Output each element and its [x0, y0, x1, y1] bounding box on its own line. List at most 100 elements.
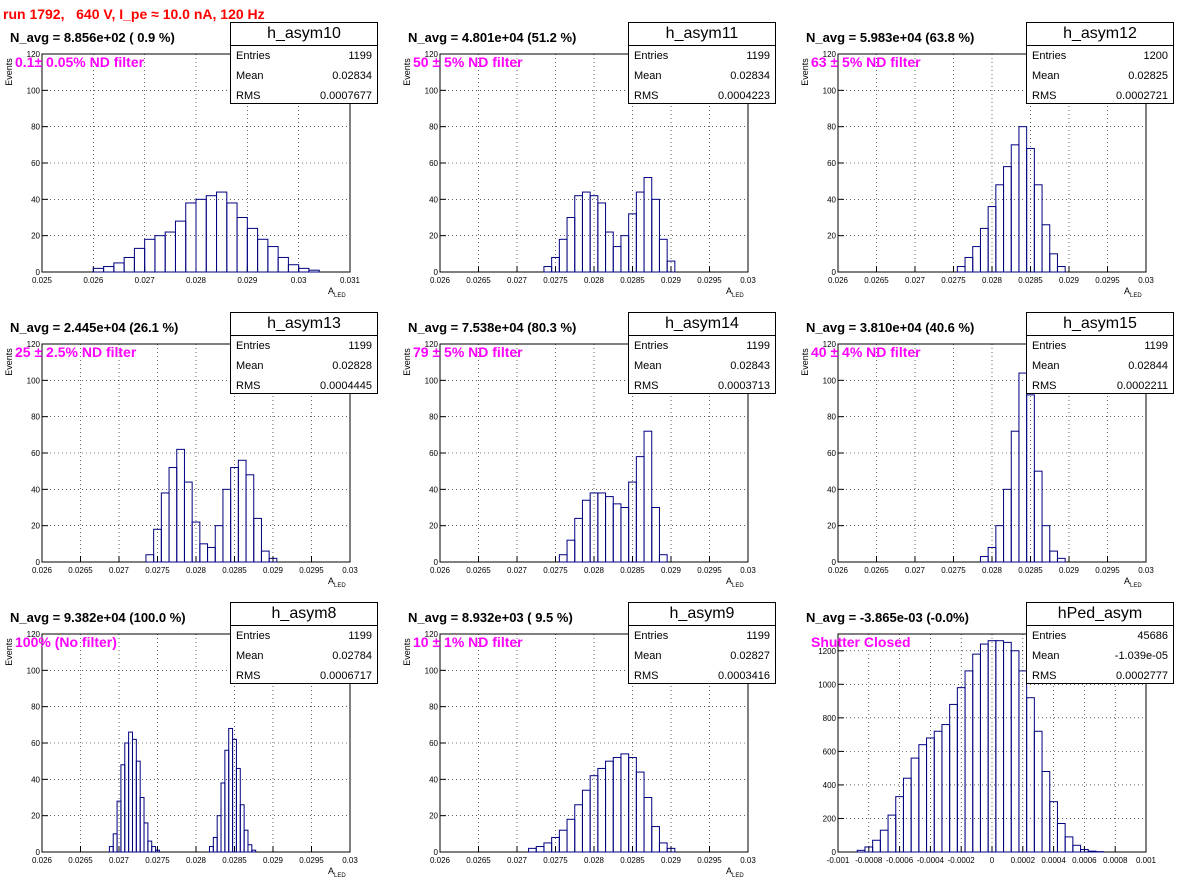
histogram-name: h_asym13 — [231, 313, 377, 336]
x-tick-label: 0.0285 — [620, 856, 645, 865]
y-tick-label: 80 — [31, 703, 40, 712]
histogram-bin — [980, 644, 988, 852]
histogram-bin — [109, 847, 113, 852]
stats-entries-label: Entries — [236, 46, 270, 66]
histogram-bin — [606, 761, 614, 852]
histogram-bin — [536, 847, 544, 852]
x-tick-label: 0.03 — [740, 566, 756, 575]
histogram-bin — [590, 776, 598, 852]
histogram-bin — [184, 482, 192, 562]
x-tick-label: 0.028 — [584, 856, 605, 865]
histogram-name: h_asym9 — [629, 603, 775, 626]
histogram-bin — [1019, 373, 1027, 562]
stats-entries-value: 1199 — [348, 46, 372, 66]
histogram-bin — [567, 540, 575, 562]
histogram-bin — [659, 239, 667, 272]
navg-label: N_avg = 5.983e+04 (63.8 %) — [806, 30, 974, 45]
y-tick-label: 20 — [827, 232, 836, 241]
stats-rms-value: 0.0004445 — [320, 376, 372, 396]
stats-rms-value: 0.0003416 — [718, 666, 770, 686]
x-axis-label: ALED — [328, 576, 346, 589]
histogram-bin — [903, 778, 911, 852]
y-tick-label: 60 — [827, 449, 836, 458]
stats-rms-label: RMS — [236, 86, 260, 106]
y-tick-label: 40 — [827, 485, 836, 494]
histogram-bin — [140, 798, 144, 853]
histogram-bin — [146, 555, 154, 562]
stats-mean-label: Mean — [236, 66, 264, 86]
histogram-name: h_asym10 — [231, 23, 377, 46]
x-tick-label: 0.027 — [507, 566, 528, 575]
x-axis-label: ALED — [726, 286, 744, 299]
histogram-bin — [231, 468, 239, 562]
histogram-bin — [93, 268, 103, 272]
x-tick-label: 0.026 — [828, 566, 849, 575]
histogram-bin — [857, 850, 865, 852]
stats-mean-row: Mean-1.039e-05 — [1027, 646, 1173, 666]
stats-entries-label: Entries — [1032, 626, 1066, 646]
x-tick-label: 0.026 — [430, 276, 451, 285]
histogram-bin — [104, 267, 114, 272]
histogram-bin — [113, 834, 117, 852]
x-tick-label: 0.0275 — [941, 566, 966, 575]
y-tick-label: 0 — [434, 848, 439, 857]
histogram-bin — [252, 850, 256, 852]
y-tick-label: 40 — [31, 485, 40, 494]
x-tick-label: 0.029 — [661, 856, 682, 865]
histogram-bin — [942, 725, 950, 852]
histogram-bin — [873, 840, 881, 852]
histogram-bin — [165, 232, 175, 272]
histogram-bin — [1057, 823, 1065, 852]
filter-label: 100% (No filter) — [15, 634, 117, 650]
x-tick-label: 0.0002 — [1011, 856, 1036, 865]
filter-label: 63 ± 5% ND filter — [811, 54, 921, 70]
histogram-bin — [652, 827, 660, 852]
y-tick-label: 60 — [429, 739, 438, 748]
filter-label: 79 ± 5% ND filter — [413, 344, 523, 360]
x-tick-label: 0.0295 — [697, 856, 722, 865]
histogram-bin — [644, 798, 652, 853]
y-tick-label: 20 — [31, 522, 40, 531]
y-axis-label: Events — [402, 348, 412, 376]
x-axis-label: ALED — [726, 866, 744, 879]
histogram-bin — [1042, 526, 1050, 562]
stats-rms-value: 0.0002777 — [1116, 666, 1168, 686]
histogram-bin — [652, 508, 660, 563]
y-tick-label: 0 — [832, 558, 837, 567]
histogram-bin — [957, 267, 965, 272]
x-tick-label: 0.0285 — [222, 566, 247, 575]
y-tick-label: 80 — [827, 123, 836, 132]
navg-label: N_avg = 3.810e+04 (40.6 %) — [806, 320, 974, 335]
x-tick-label: 0.029 — [1059, 276, 1080, 285]
histogram-bin — [1004, 167, 1012, 272]
stats-mean-label: Mean — [634, 646, 662, 666]
filter-label: 10 ± 1% ND filter — [413, 634, 523, 650]
x-tick-label: 0.029 — [263, 566, 284, 575]
stats-mean-value: -1.039e-05 — [1115, 646, 1168, 666]
stats-mean-value: 0.02834 — [332, 66, 372, 86]
stats-rms-label: RMS — [634, 666, 658, 686]
navg-label: N_avg = 4.801e+04 (51.2 %) — [408, 30, 576, 45]
histogram-bin — [132, 739, 136, 852]
stats-entries-label: Entries — [1032, 46, 1066, 66]
x-tick-label: 0.0275 — [145, 856, 170, 865]
histogram-bin — [613, 758, 621, 852]
stats-entries-label: Entries — [236, 336, 270, 356]
stats-entries-label: Entries — [634, 46, 668, 66]
histogram-bin — [996, 641, 1004, 852]
histogram-bin — [1042, 772, 1050, 852]
x-tick-label: 0.029 — [1059, 566, 1080, 575]
stats-mean-label: Mean — [634, 66, 662, 86]
stats-entries-value: 1199 — [348, 626, 372, 646]
x-tick-label: 0.0006 — [1072, 856, 1097, 865]
